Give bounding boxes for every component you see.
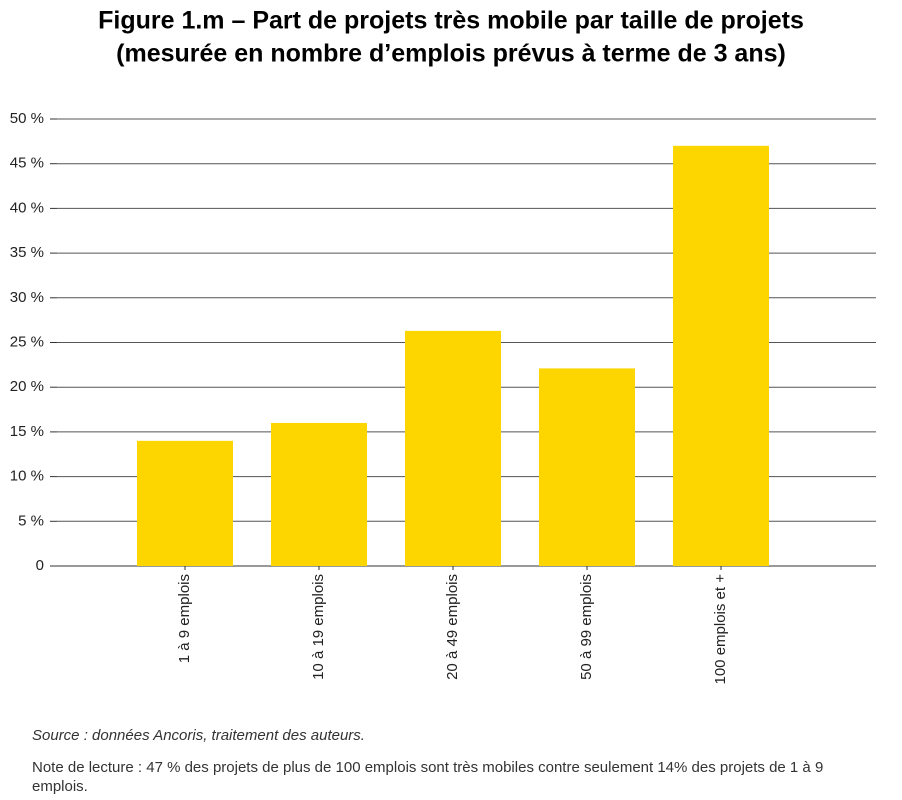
x-tick-label: 100 emplois et + — [712, 574, 729, 685]
chart: Figure 1.m – Part de projets très mobile… — [10, 7, 876, 685]
y-tick-label: 25 % — [10, 333, 44, 350]
y-tick-label: 5 % — [18, 512, 44, 529]
x-tick-label: 50 à 99 emplois — [578, 574, 595, 680]
chart-title: (mesurée en nombre d’emplois prévus à te… — [116, 40, 786, 68]
x-tick-label: 20 à 49 emplois — [444, 574, 461, 680]
y-tick-label: 35 % — [10, 244, 44, 261]
bar — [137, 440, 233, 566]
bar — [539, 368, 635, 566]
y-tick-label: 30 % — [10, 289, 44, 306]
chart-title: Figure 1.m – Part de projets très mobile… — [98, 7, 804, 35]
y-tick-label: 20 % — [10, 378, 44, 395]
x-tick-label: 1 à 9 emplois — [176, 574, 193, 663]
y-tick-label: 45 % — [10, 155, 44, 172]
y-tick-label: 40 % — [10, 199, 44, 216]
y-tick-label: 50 % — [10, 110, 44, 127]
note: Note de lecture : 47 % des projets de pl… — [32, 759, 824, 795]
y-tick-label: 10 % — [10, 468, 44, 485]
bar — [271, 422, 367, 566]
bar — [673, 145, 769, 566]
bar — [405, 330, 501, 566]
y-tick-label: 0 — [36, 557, 44, 574]
y-tick-label: 15 % — [10, 423, 44, 440]
source: Source : données Ancoris, traitement des… — [32, 727, 365, 744]
x-tick-label: 10 à 19 emplois — [310, 574, 327, 680]
